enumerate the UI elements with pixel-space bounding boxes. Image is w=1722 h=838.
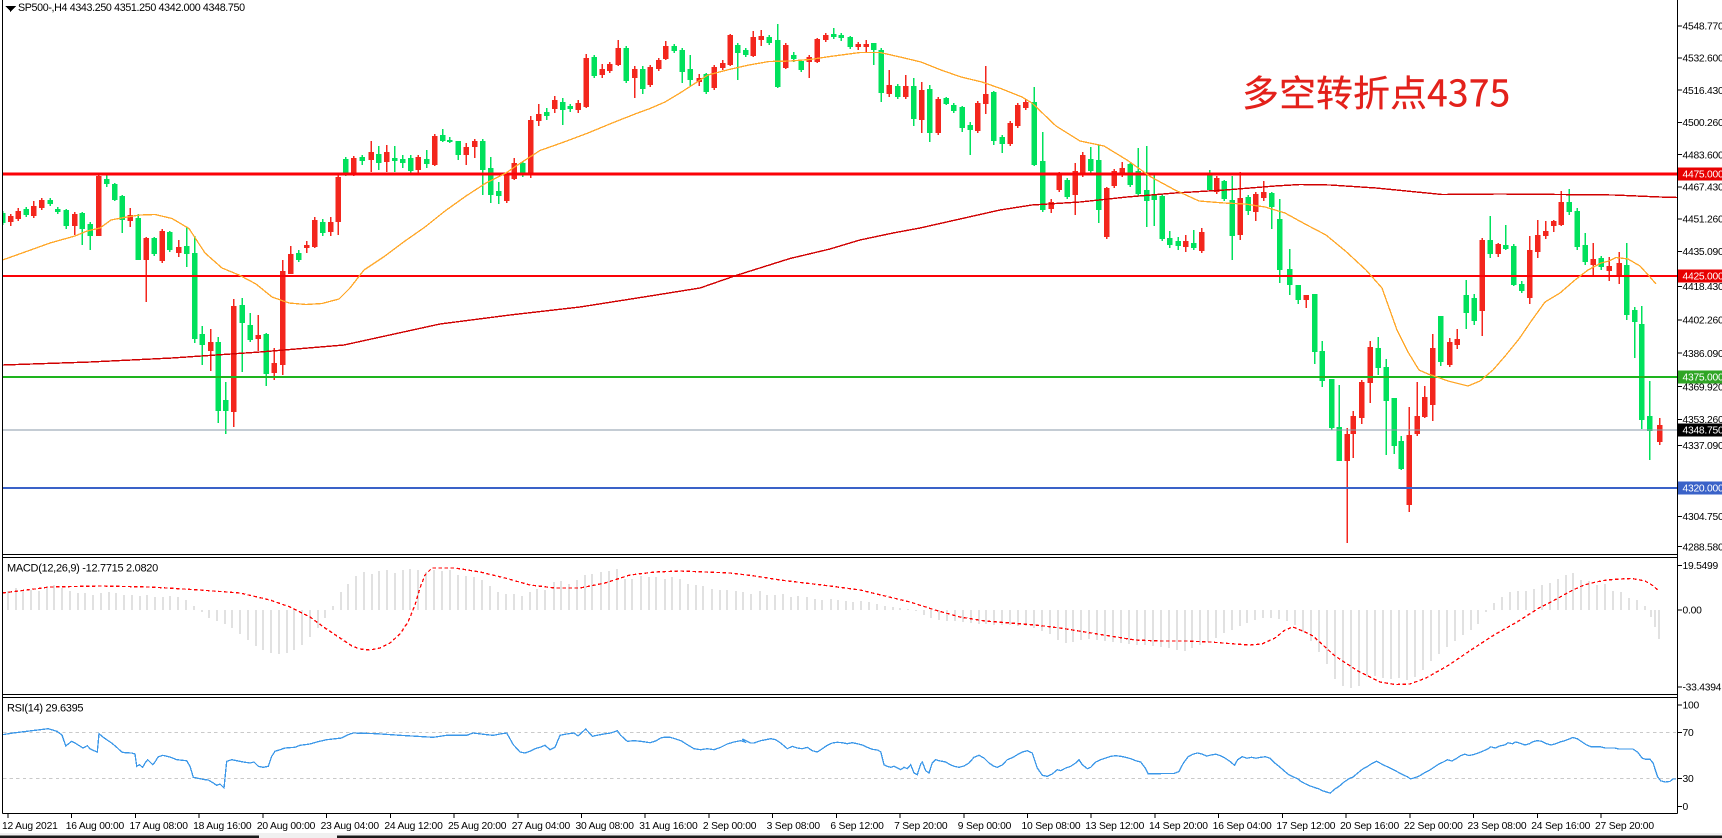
svg-text:RSI(14) 29.6395: RSI(14) 29.6395 xyxy=(7,703,83,715)
svg-text:23 Aug 04:00: 23 Aug 04:00 xyxy=(321,821,380,832)
svg-text:4425.000: 4425.000 xyxy=(1683,272,1722,283)
svg-text:4386.090: 4386.090 xyxy=(1683,349,1722,360)
svg-text:25 Aug 20:00: 25 Aug 20:00 xyxy=(448,821,507,832)
svg-text:3 Sep 08:00: 3 Sep 08:00 xyxy=(767,821,821,832)
svg-text:4483.600: 4483.600 xyxy=(1683,150,1722,161)
svg-text:19.5499: 19.5499 xyxy=(1683,561,1719,572)
svg-text:4348.750: 4348.750 xyxy=(1683,426,1722,437)
svg-text:100: 100 xyxy=(1683,701,1700,712)
svg-text:4467.430: 4467.430 xyxy=(1683,183,1722,194)
svg-text:4337.090: 4337.090 xyxy=(1683,441,1722,452)
svg-text:MACD(12,26,9) -12.7715 2.0820: MACD(12,26,9) -12.7715 2.0820 xyxy=(7,563,158,575)
svg-text:16 Aug 00:00: 16 Aug 00:00 xyxy=(66,821,125,832)
svg-text:16 Sep 04:00: 16 Sep 04:00 xyxy=(1213,821,1272,832)
svg-text:4548.770: 4548.770 xyxy=(1683,21,1722,32)
svg-text:4475.000: 4475.000 xyxy=(1683,170,1722,181)
svg-text:30 Aug 08:00: 30 Aug 08:00 xyxy=(575,821,634,832)
svg-text:0.00: 0.00 xyxy=(1683,606,1703,617)
svg-text:14 Sep 20:00: 14 Sep 20:00 xyxy=(1149,821,1208,832)
svg-text:6 Sep 12:00: 6 Sep 12:00 xyxy=(830,821,884,832)
svg-text:4500.260: 4500.260 xyxy=(1683,118,1722,129)
svg-text:4369.920: 4369.920 xyxy=(1683,382,1722,393)
svg-text:13 Sep 12:00: 13 Sep 12:00 xyxy=(1085,821,1144,832)
svg-text:24 Aug 12:00: 24 Aug 12:00 xyxy=(384,821,443,832)
svg-text:4375.000: 4375.000 xyxy=(1683,373,1722,384)
svg-text:10 Sep 08:00: 10 Sep 08:00 xyxy=(1022,821,1081,832)
svg-text:27 Aug 04:00: 27 Aug 04:00 xyxy=(512,821,571,832)
svg-text:4304.750: 4304.750 xyxy=(1683,512,1722,523)
svg-text:27 Sep 20:00: 27 Sep 20:00 xyxy=(1595,821,1654,832)
svg-text:4532.600: 4532.600 xyxy=(1683,54,1722,65)
svg-text:7 Sep 20:00: 7 Sep 20:00 xyxy=(894,821,948,832)
svg-text:2 Sep 00:00: 2 Sep 00:00 xyxy=(703,821,757,832)
svg-text:4435.090: 4435.090 xyxy=(1683,247,1722,258)
svg-text:-33.4394: -33.4394 xyxy=(1683,683,1722,694)
svg-text:4418.430: 4418.430 xyxy=(1683,282,1722,293)
svg-text:4288.580: 4288.580 xyxy=(1683,542,1722,553)
svg-text:9 Sep 00:00: 9 Sep 00:00 xyxy=(958,821,1012,832)
svg-text:30: 30 xyxy=(1683,774,1694,785)
svg-text:SP500-,H4 4343.250 4351.250 4: SP500-,H4 4343.250 4351.250 4342.000 434… xyxy=(18,2,245,14)
svg-text:12 Aug 2021: 12 Aug 2021 xyxy=(2,821,58,832)
svg-text:70: 70 xyxy=(1683,728,1694,739)
svg-text:20 Sep 16:00: 20 Sep 16:00 xyxy=(1340,821,1399,832)
svg-text:4353.260: 4353.260 xyxy=(1683,415,1722,426)
svg-text:31 Aug 16:00: 31 Aug 16:00 xyxy=(639,821,698,832)
svg-text:17 Sep 12:00: 17 Sep 12:00 xyxy=(1276,821,1335,832)
svg-text:24 Sep 16:00: 24 Sep 16:00 xyxy=(1531,821,1590,832)
svg-text:4402.260: 4402.260 xyxy=(1683,316,1722,327)
svg-text:17 Aug 08:00: 17 Aug 08:00 xyxy=(129,821,188,832)
svg-text:20 Aug 00:00: 20 Aug 00:00 xyxy=(257,821,316,832)
svg-text:0: 0 xyxy=(1683,802,1689,813)
svg-text:4320.000: 4320.000 xyxy=(1683,484,1722,495)
svg-text:18 Aug 16:00: 18 Aug 16:00 xyxy=(193,821,252,832)
svg-text:23 Sep 08:00: 23 Sep 08:00 xyxy=(1468,821,1527,832)
svg-text:4516.430: 4516.430 xyxy=(1683,86,1722,97)
svg-text:22 Sep 00:00: 22 Sep 00:00 xyxy=(1404,821,1463,832)
svg-text:4451.260: 4451.260 xyxy=(1683,215,1722,226)
